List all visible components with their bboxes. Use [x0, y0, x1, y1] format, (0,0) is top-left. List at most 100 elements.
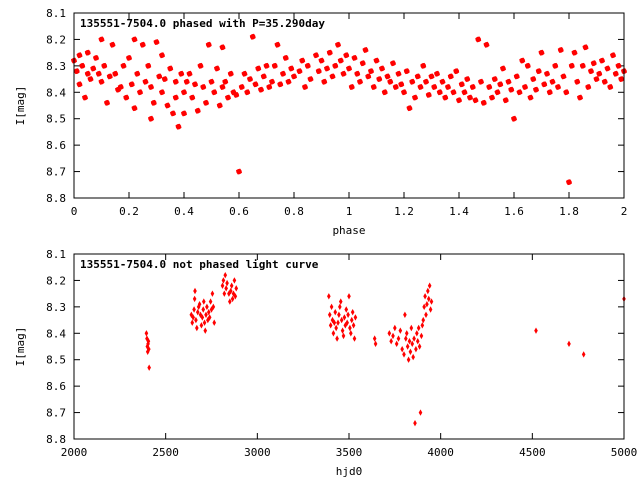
phased-data-point [340, 70, 347, 77]
phased-y-tick-label: 8.4 [46, 86, 66, 99]
phased-data-point [412, 94, 418, 101]
unphased-data-point [398, 327, 403, 334]
phased-x-axis-label: phase [332, 224, 365, 237]
phased-x-tick-label: 1 [346, 205, 353, 218]
phased-data-point [524, 62, 531, 69]
unphased-data-point [190, 319, 195, 326]
unphased-data-point [348, 324, 352, 332]
phased-data-point [269, 78, 275, 85]
phased-data-point [467, 94, 473, 101]
phased-data-point [117, 84, 124, 90]
unphased-x-tick-label: 2500 [152, 446, 179, 459]
phased-data-point [505, 78, 512, 85]
unphased-data-point [204, 311, 208, 318]
unphased-data-point [408, 348, 413, 355]
phased-data-point [274, 41, 281, 48]
phased-data-point [456, 97, 462, 104]
unphased-data-point [414, 345, 418, 353]
phased-data-point [533, 86, 539, 93]
unphased-data-point [419, 332, 424, 340]
unphased-data-point [403, 311, 407, 318]
phased-data-point [214, 65, 220, 72]
unphased-data-point [340, 327, 345, 334]
phased-data-point [577, 94, 583, 101]
phased-data-point [610, 52, 616, 59]
phased-data-point [296, 68, 303, 75]
phased-data-point [480, 99, 487, 106]
unphased-data-point [405, 343, 410, 350]
phased-data-point [612, 70, 619, 77]
phased-data-point [483, 41, 490, 48]
phased-data-point [431, 84, 438, 90]
unphased-data-point [145, 343, 150, 350]
phased-data-point [241, 70, 248, 77]
phased-data-point [434, 70, 440, 77]
unphased-data-point [335, 335, 339, 342]
phased-y-tick-label: 8.5 [46, 113, 66, 126]
phased-data-point [321, 78, 328, 85]
unphased-data-point [206, 308, 211, 316]
phased-data-point [579, 62, 586, 69]
phased-data-point [425, 92, 432, 98]
unphased-data-point [208, 298, 213, 305]
phased-data-point [513, 73, 520, 80]
unphased-data-point [350, 308, 355, 316]
phased-data-point [159, 89, 165, 96]
phased-data-point [148, 115, 154, 122]
phased-data-point [414, 73, 421, 80]
phased-data-point [494, 89, 501, 96]
phased-data-point [313, 52, 319, 59]
unphased-data-point [225, 279, 229, 287]
unphased-data-point [228, 298, 232, 305]
unphased-data-point [194, 316, 198, 324]
phased-data-point [365, 73, 372, 80]
phased-data-point [527, 94, 534, 101]
unphased-data-point [421, 316, 426, 324]
phased-data-point [417, 84, 424, 90]
phased-data-point [233, 92, 240, 98]
unphased-data-point [197, 301, 202, 308]
phased-data-point [379, 65, 385, 72]
phased-plot-frame [73, 12, 625, 199]
phased-data-point [258, 86, 264, 93]
phased-data-point [128, 81, 135, 88]
unphased-data-point [347, 293, 351, 300]
phased-data-point [208, 78, 215, 85]
unphased-data-point [234, 285, 239, 292]
unphased-data-point [334, 324, 338, 332]
phased-data-point [73, 68, 80, 75]
phased-x-tick-label: 0.4 [174, 205, 194, 218]
phased-data-point [109, 41, 116, 48]
phased-data-point [172, 94, 179, 101]
phased-data-point [516, 89, 523, 96]
phased-data-point [183, 78, 190, 85]
phased-data-point [219, 44, 226, 51]
unphased-data-point [344, 306, 349, 313]
phased-data-point [469, 84, 476, 90]
phased-data-point [549, 78, 556, 85]
unphased-data-point [199, 322, 204, 329]
phased-data-point [189, 94, 196, 101]
unphased-data-point [233, 293, 238, 300]
phased-data-point [557, 47, 564, 53]
phased-y-axis-label: I[mag] [14, 86, 27, 126]
phased-data-point [354, 70, 361, 77]
unphased-x-tick-label: 4000 [427, 446, 454, 459]
phased-data-point [563, 89, 570, 96]
phased-data-point [596, 70, 603, 77]
phased-data-point [409, 78, 416, 85]
phased-data-point [395, 70, 402, 77]
phased-data-point [131, 105, 138, 112]
phased-data-point [461, 89, 468, 96]
phased-data-point [599, 57, 605, 64]
phased-x-tick-label: 1.4 [449, 205, 469, 218]
unphased-data-point [327, 311, 332, 318]
phased-data-point [181, 89, 187, 96]
phased-data-point [148, 84, 154, 90]
phased-data-point [346, 65, 352, 72]
phased-data-point [285, 78, 292, 85]
unphased-data-point [336, 319, 340, 326]
unphased-data-point [202, 298, 206, 305]
unphased-data-point [191, 314, 195, 321]
